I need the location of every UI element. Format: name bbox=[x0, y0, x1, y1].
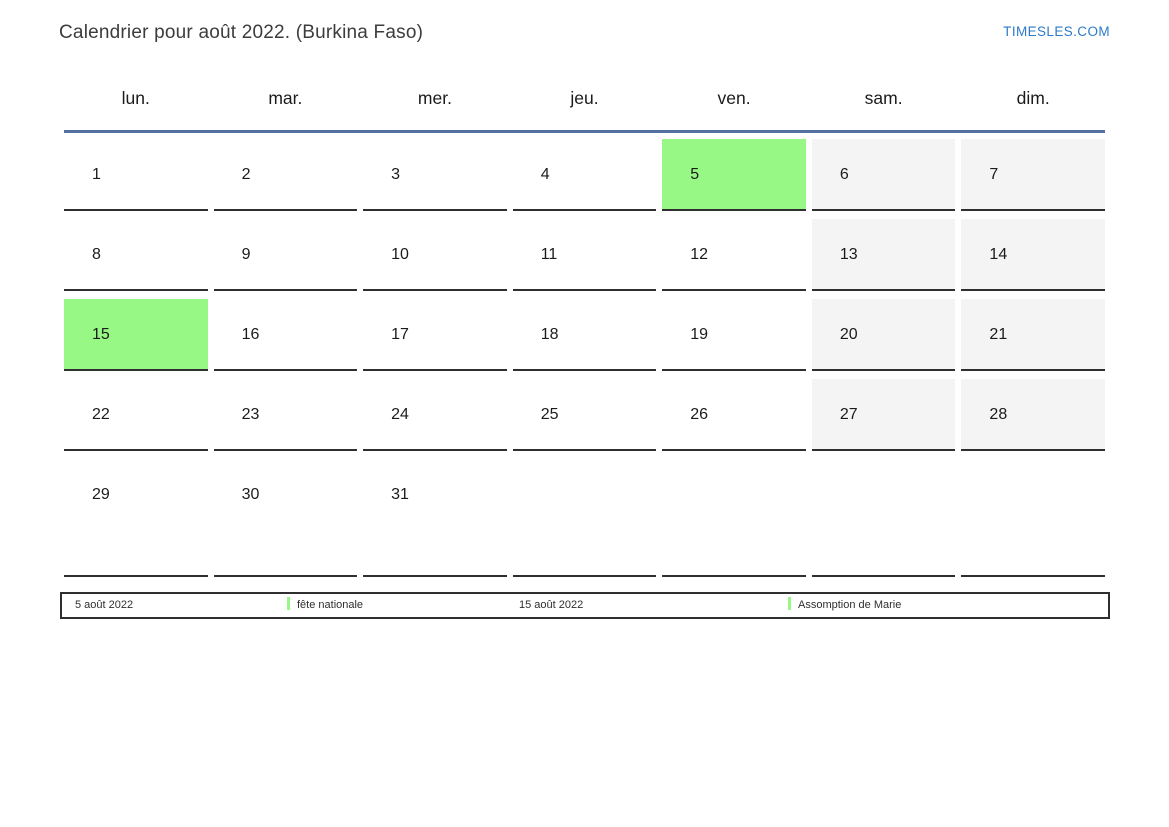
day-number: 21 bbox=[989, 326, 1008, 343]
day-cell-27: 27 bbox=[811, 379, 956, 451]
day-number: 31 bbox=[391, 486, 409, 503]
day-number: 8 bbox=[92, 246, 101, 263]
day-cell-11: 11 bbox=[512, 219, 657, 291]
day-number: 12 bbox=[690, 246, 709, 263]
day-number: 1 bbox=[92, 166, 101, 183]
weekday-header-lun: lun. bbox=[121, 88, 150, 108]
calendar-grid: 1 2 3 4 5 6 7 8 9 10 11 12 13 14 15 16 17 18 19 20 21 22 23 24 2… bbox=[64, 139, 1105, 577]
legend-bar: 5 août 2022 fête nationale 15 août 2022 Ass… bbox=[60, 592, 1110, 619]
day-cell-30: 30 bbox=[213, 459, 358, 577]
day-cell-14: 14 bbox=[961, 219, 1105, 291]
day-number: 23 bbox=[241, 406, 260, 423]
day-number: 16 bbox=[241, 326, 260, 343]
day-number: 5 bbox=[690, 166, 700, 183]
header-separator-line bbox=[64, 130, 1105, 133]
legend-event-label: Assomption de Marie bbox=[788, 594, 901, 617]
day-number: 25 bbox=[540, 406, 559, 423]
day-number: 15 bbox=[92, 326, 110, 343]
day-cell-empty bbox=[811, 459, 956, 577]
legend-color-marker-icon bbox=[287, 597, 290, 610]
day-cell-18: 18 bbox=[512, 299, 657, 371]
day-number: 17 bbox=[391, 326, 409, 343]
day-cell-empty bbox=[512, 459, 657, 577]
legend-date: 5 août 2022 bbox=[75, 599, 134, 611]
day-number: 18 bbox=[540, 326, 559, 343]
day-cell-3: 3 bbox=[363, 139, 507, 211]
day-cell-9: 9 bbox=[213, 219, 358, 291]
day-cell-17: 17 bbox=[363, 299, 507, 371]
legend-event-label: fête nationale bbox=[287, 594, 363, 617]
day-cell-28: 28 bbox=[961, 379, 1105, 451]
site-link[interactable]: TIMESLES.COM bbox=[1003, 24, 1110, 39]
day-cell-16: 16 bbox=[213, 299, 358, 371]
day-number: 6 bbox=[839, 166, 849, 183]
legend-color-marker-icon bbox=[788, 597, 791, 610]
day-number: 7 bbox=[989, 166, 999, 183]
weekday-header-mer: mer. bbox=[417, 88, 452, 108]
weekday-header-ven: ven. bbox=[717, 88, 751, 108]
day-cell-19: 19 bbox=[662, 299, 806, 371]
day-number: 3 bbox=[391, 166, 401, 183]
page-title: Calendrier pour août 2022. (Burkina Faso… bbox=[59, 22, 424, 43]
day-cell-21: 21 bbox=[961, 299, 1105, 371]
day-cell-1: 1 bbox=[64, 139, 208, 211]
day-cell-23: 23 bbox=[213, 379, 358, 451]
day-number: 4 bbox=[540, 166, 550, 183]
day-number: 29 bbox=[92, 486, 110, 503]
day-cell-7: 7 bbox=[961, 139, 1105, 211]
day-number: 27 bbox=[839, 406, 858, 423]
day-number: 9 bbox=[241, 246, 251, 263]
day-number: 22 bbox=[92, 406, 110, 423]
day-cell-22: 22 bbox=[64, 379, 208, 451]
day-cell-26: 26 bbox=[662, 379, 806, 451]
day-cell-12: 12 bbox=[662, 219, 806, 291]
weekday-header-jeu: jeu. bbox=[570, 88, 599, 108]
day-number: 11 bbox=[540, 246, 558, 263]
day-cell-29: 29 bbox=[64, 459, 208, 577]
day-number: 24 bbox=[391, 406, 409, 423]
day-number: 30 bbox=[241, 486, 260, 503]
day-number: 26 bbox=[690, 406, 709, 423]
day-cell-4: 4 bbox=[512, 139, 657, 211]
day-cell-10: 10 bbox=[363, 219, 507, 291]
day-number: 2 bbox=[241, 166, 251, 183]
day-number: 28 bbox=[989, 406, 1008, 423]
day-cell-20: 20 bbox=[811, 299, 956, 371]
day-number: 13 bbox=[839, 246, 858, 263]
weekday-header-dim: dim. bbox=[1016, 88, 1050, 108]
day-cell-31: 31 bbox=[363, 459, 507, 577]
weekday-header-sam: sam. bbox=[864, 88, 903, 108]
day-number: 14 bbox=[989, 246, 1008, 263]
day-number: 10 bbox=[391, 246, 409, 263]
day-cell-6: 6 bbox=[811, 139, 956, 211]
day-cell-2: 2 bbox=[213, 139, 358, 211]
weekday-header-mar: mar. bbox=[268, 88, 303, 108]
legend-date: 15 août 2022 bbox=[519, 599, 584, 611]
day-cell-15: 15 bbox=[64, 299, 208, 371]
day-number: 19 bbox=[690, 326, 709, 343]
day-cell-24: 24 bbox=[363, 379, 507, 451]
day-cell-empty bbox=[662, 459, 806, 577]
day-cell-25: 25 bbox=[512, 379, 657, 451]
day-number: 20 bbox=[839, 326, 858, 343]
day-cell-5: 5 bbox=[662, 139, 806, 211]
weekday-header-row: lun. mar. mer. jeu. ven. sam. dim. bbox=[64, 88, 1105, 109]
day-cell-13: 13 bbox=[811, 219, 956, 291]
day-cell-empty bbox=[961, 459, 1105, 577]
day-cell-8: 8 bbox=[64, 219, 208, 291]
